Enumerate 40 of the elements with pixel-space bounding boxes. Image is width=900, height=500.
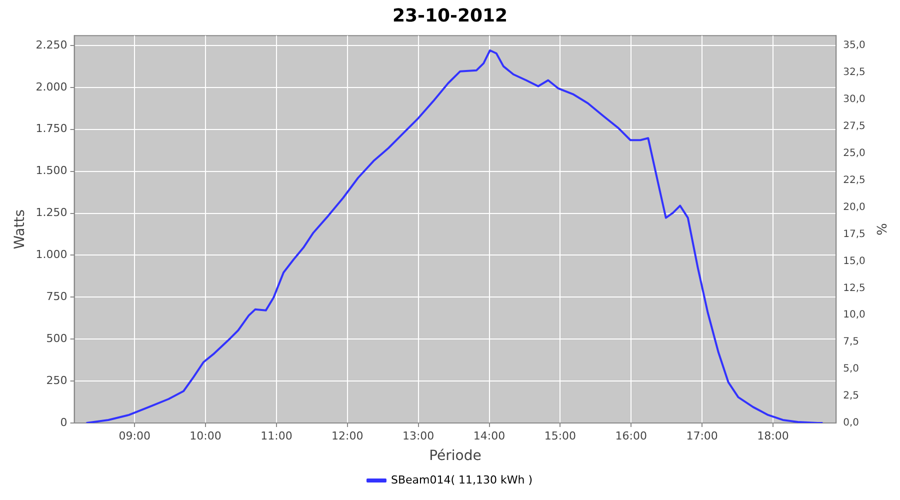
chart-title: 23-10-2012 (392, 5, 508, 26)
y2-axis-title: % (872, 223, 888, 236)
y2-tick-label: 5,0 (843, 364, 860, 375)
y-tick-label: 1.000 (36, 248, 68, 262)
x-tick-label: 13:00 (402, 429, 434, 442)
y-tick-label: 500 (46, 332, 68, 345)
x-tick-label: 12:00 (332, 429, 364, 442)
x-tick-label: 14:00 (473, 429, 506, 442)
y-tick-label: 750 (46, 290, 68, 304)
x-tick-label: 15:00 (544, 429, 576, 442)
x-tick-label: 10:00 (190, 429, 222, 442)
x-tick-label: 16:00 (615, 429, 647, 442)
y-tick-label: 1.250 (36, 206, 68, 220)
y2-tick-label: 15,0 (843, 256, 866, 267)
y2-tick-label: 30,0 (843, 94, 866, 106)
y-tick-label: 1.750 (36, 122, 68, 136)
y2-tick-label: 25,0 (843, 148, 866, 159)
x-axis-title: Période (429, 448, 482, 464)
y-tick-label: 2.000 (36, 80, 68, 94)
x-tick-label: 09:00 (118, 429, 150, 442)
y-tick-label: 250 (46, 374, 68, 387)
x-tick-label: 11:00 (260, 429, 292, 442)
y2-tick-label: 32,5 (843, 67, 866, 78)
x-tick-label: 18:00 (757, 429, 789, 442)
y2-tick-label: 10,0 (843, 310, 866, 321)
y2-tick-label: 12,5 (843, 282, 866, 294)
y-tick-label: 1.500 (36, 164, 68, 178)
y-tick-label: 0 (60, 416, 68, 429)
y2-tick-label: 17,5 (843, 228, 866, 240)
x-tick-label: 17:00 (686, 429, 718, 442)
y2-tick-label: 20,0 (843, 202, 866, 213)
legend-label: SBeam014( 11,130 kWh ) (390, 473, 533, 486)
y2-tick-label: 2,5 (843, 390, 860, 402)
y2-tick-label: 35,0 (843, 40, 866, 52)
y2-tick-label: 27,5 (843, 121, 866, 132)
y2-tick-label: 0,0 (843, 418, 860, 429)
y2-tick-label: 22,5 (843, 174, 866, 186)
y2-tick-label: 7,5 (843, 336, 860, 348)
y-tick-label: 2.250 (36, 38, 68, 52)
y-axis-title: Watts (12, 209, 28, 250)
